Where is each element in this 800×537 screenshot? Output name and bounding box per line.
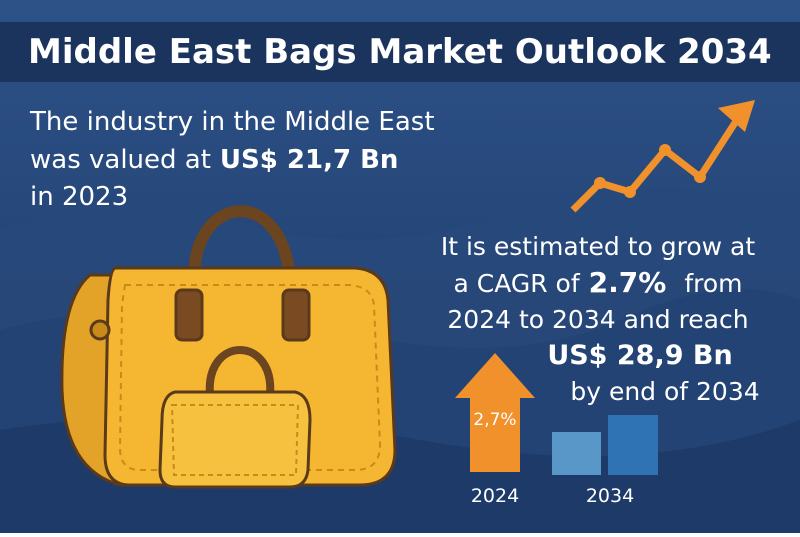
forecast-line: It is estimated to grow at (441, 232, 756, 261)
arrow-label: 2,7% (473, 410, 516, 430)
trend-arrowhead (718, 100, 755, 132)
year-label: 2024 (471, 485, 519, 507)
forecast-value: US$ 28,9 Bn (547, 340, 732, 371)
bar-2024 (552, 432, 601, 475)
forecast-value: 2.7% (589, 266, 667, 299)
forecast-line: 2024 to 2034 and reach (447, 305, 748, 334)
forecast-text: a CAGR of (453, 269, 580, 298)
forecast-text: from (684, 269, 742, 298)
intro-text: was valued at (30, 145, 211, 175)
trend-points (594, 144, 706, 198)
trend-line (570, 113, 743, 213)
intro-value: US$ 21,7 Bn (220, 145, 399, 175)
forecast-line: a CAGR of 2.7% from (453, 266, 742, 299)
small-bag (158, 346, 312, 489)
bar-2034 (608, 415, 658, 475)
forecast-line: by end of 2034 (570, 377, 759, 406)
intro-line: The industry in the Middle East (29, 107, 435, 137)
intro-line: in 2023 (30, 182, 128, 212)
year-label: 2034 (586, 485, 634, 507)
growth-arrow (455, 353, 535, 472)
title-band (0, 22, 800, 82)
title: Middle East Bags Market Outlook 2034 (28, 32, 772, 72)
intro-line: was valued at US$ 21,7 Bn (30, 145, 398, 175)
